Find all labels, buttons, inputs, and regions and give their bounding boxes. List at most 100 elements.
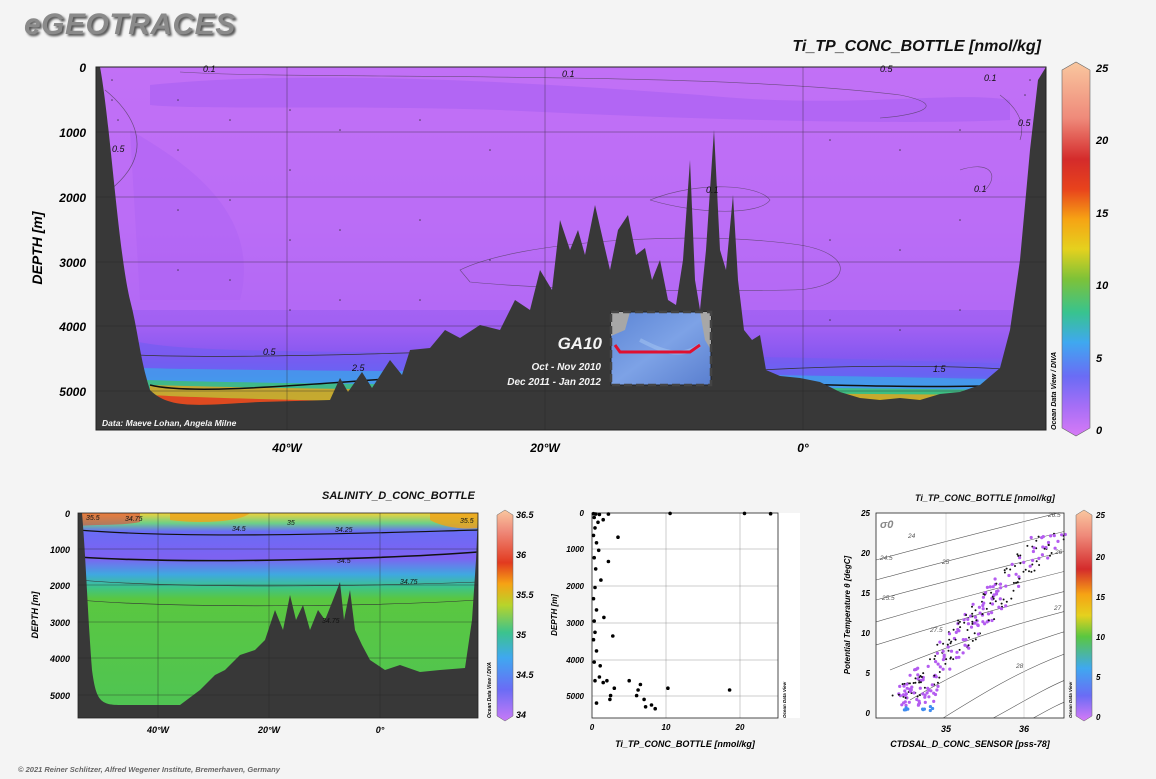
- ts-point: [920, 676, 923, 678]
- colorbar-tick: 36: [516, 550, 527, 560]
- ts-point: [1031, 558, 1035, 562]
- ts-point: [1046, 556, 1050, 560]
- ts-point: [949, 656, 952, 659]
- salinity-section-plot: 34.75 35 34.5 34.25 34.5 34.75 34.75 35.…: [30, 509, 535, 735]
- ts-point: [936, 684, 940, 688]
- ts-point: [919, 678, 923, 683]
- ts-point: [990, 591, 993, 594]
- profile-point: [742, 511, 747, 516]
- y-tick-label: 0: [580, 509, 585, 518]
- contour-label: 0.1: [562, 69, 575, 79]
- contour-label: 34.5: [337, 558, 351, 565]
- ts-point: [994, 592, 999, 596]
- ts-point: [1031, 563, 1034, 566]
- x-tick-label: 0°: [376, 725, 385, 735]
- ts-point: [933, 692, 938, 697]
- y-tick-label: 2000: [49, 581, 70, 591]
- ts-point: [966, 617, 970, 621]
- ts-point: [1017, 584, 1021, 588]
- contour-label: 1.5: [933, 364, 947, 374]
- ts-point: [971, 622, 974, 625]
- ts-point: [981, 620, 985, 624]
- ts-point: [1040, 536, 1044, 540]
- ts-point: [968, 636, 970, 639]
- profile-point: [666, 686, 670, 690]
- profile-point: [592, 660, 596, 664]
- isopycnal-label: 27: [1053, 605, 1062, 612]
- ts-point: [961, 638, 965, 642]
- ts-point: [1035, 560, 1038, 563]
- y-tick-label: 5: [866, 669, 871, 678]
- isopycnal-label: 25: [941, 559, 950, 566]
- ts-point: [999, 586, 1003, 590]
- ts-point: [936, 662, 940, 666]
- ts-point: [923, 693, 927, 697]
- salinity-chart-title: SALINITY_D_CONC_BOTTLE: [322, 490, 475, 502]
- profile-point: [591, 637, 596, 642]
- ts-point: [964, 638, 968, 642]
- y-tick-label: 3000: [59, 256, 86, 270]
- profile-point: [593, 512, 598, 516]
- ts-point: [1028, 570, 1030, 573]
- ts-point: [1028, 564, 1032, 568]
- contour-label: 0.1: [974, 184, 987, 194]
- profile-point: [608, 697, 612, 702]
- data-credit: Data: Maeve Lohan, Angela Milne: [102, 418, 237, 428]
- contour-label: 0.5: [1018, 118, 1032, 128]
- ts-point: [932, 699, 936, 703]
- ts-point: [957, 622, 960, 625]
- ts-point: [958, 620, 961, 623]
- ts-point: [906, 707, 910, 711]
- profile-point: [608, 693, 613, 698]
- colorbar-tick: 15: [1096, 208, 1109, 220]
- colorbar-tick: 20: [1095, 553, 1105, 562]
- profile-point: [642, 697, 646, 702]
- ts-point: [1037, 535, 1040, 538]
- ts-point: [926, 686, 930, 690]
- y-tick-label: 3000: [566, 619, 584, 628]
- colorbar-tick: 25: [1095, 511, 1105, 520]
- ts-point: [1019, 562, 1022, 565]
- ts-point: [938, 671, 941, 673]
- ts-point: [902, 684, 906, 688]
- ts-point: [1043, 547, 1046, 550]
- ts-point: [904, 703, 908, 707]
- ts-point: [938, 676, 941, 679]
- ts-diagram-plot: 24 24.5 25 25.5 26 26.5 27 27.5 28 σ0 0 …: [843, 509, 1105, 749]
- ts-point: [963, 643, 967, 647]
- profile-point: [616, 535, 620, 539]
- x-tick-label: 36: [1019, 724, 1030, 734]
- ts-point: [1004, 584, 1008, 588]
- ts-point: [938, 640, 942, 644]
- y-axis-label: DEPTH [m]: [550, 594, 559, 636]
- y-tick-label: 1000: [50, 545, 70, 555]
- ts-point: [966, 629, 969, 631]
- contour-label: 0.1: [203, 64, 216, 74]
- profile-point: [597, 512, 602, 517]
- ts-point: [1000, 602, 1003, 605]
- ts-point: [1018, 556, 1022, 560]
- ts-point: [1014, 565, 1016, 567]
- ts-point: [946, 645, 950, 649]
- ts-point: [991, 585, 995, 589]
- profile-point: [601, 680, 605, 685]
- ts-point: [927, 695, 931, 699]
- ts-point: [996, 589, 1000, 593]
- x-axis-label: Ti_TP_CONC_BOTTLE [nmol/kg]: [615, 739, 756, 749]
- profile-point: [592, 619, 596, 623]
- ts-point: [942, 653, 946, 657]
- x-axis-label: CTDSAL_D_CONC_SENSOR [pss-78]: [890, 739, 1051, 749]
- ts-point: [933, 658, 936, 660]
- ts-point: [971, 605, 973, 608]
- contour-label: 34.5: [232, 526, 246, 533]
- profile-point: [597, 675, 602, 679]
- contour-label: 35.5: [460, 518, 474, 525]
- y-axis-label: DEPTH [m]: [30, 590, 40, 638]
- ts-point: [1038, 564, 1041, 566]
- ts-point: [945, 658, 948, 661]
- profile-point: [593, 678, 597, 683]
- y-tick-label: 1000: [59, 126, 86, 140]
- ts-point: [898, 684, 902, 688]
- ts-point: [973, 615, 978, 619]
- colorbar-tick: 20: [1095, 135, 1109, 147]
